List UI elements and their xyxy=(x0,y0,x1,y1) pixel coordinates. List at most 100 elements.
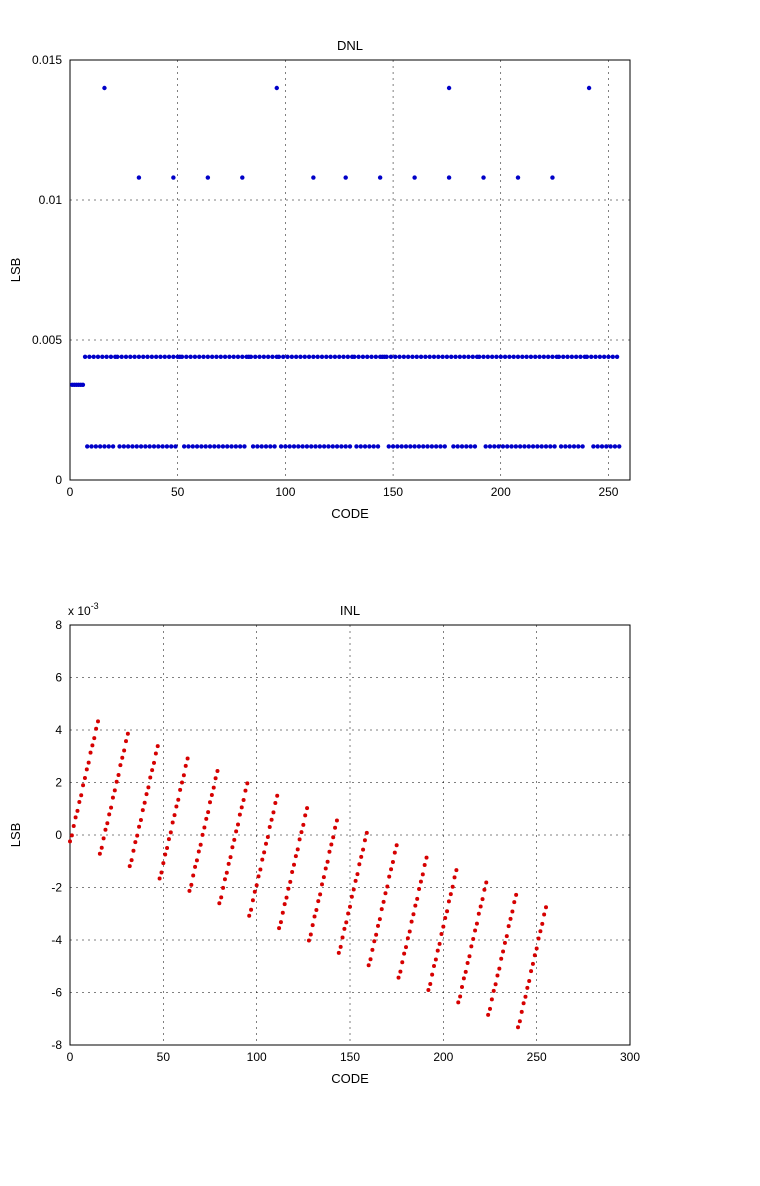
marker xyxy=(98,444,102,448)
marker xyxy=(542,355,546,359)
marker xyxy=(466,961,470,965)
marker xyxy=(385,885,389,889)
marker xyxy=(412,444,416,448)
marker xyxy=(505,444,509,448)
marker xyxy=(195,858,199,862)
marker xyxy=(441,925,445,929)
marker xyxy=(483,444,487,448)
marker xyxy=(445,909,449,913)
marker xyxy=(376,444,380,448)
marker xyxy=(559,444,563,448)
marker xyxy=(387,444,391,448)
marker xyxy=(161,861,165,865)
marker xyxy=(399,444,403,448)
marker xyxy=(378,175,382,179)
marker xyxy=(231,355,235,359)
marker xyxy=(589,355,593,359)
marker xyxy=(243,789,247,793)
marker xyxy=(292,863,296,867)
svg-text:8: 8 xyxy=(55,618,62,632)
marker xyxy=(72,824,76,828)
marker xyxy=(343,175,347,179)
marker xyxy=(187,889,191,893)
marker xyxy=(102,86,106,90)
marker xyxy=(219,355,223,359)
svg-text:100: 100 xyxy=(247,1050,267,1064)
marker xyxy=(301,823,305,827)
marker xyxy=(384,355,388,359)
marker xyxy=(85,767,89,771)
marker xyxy=(100,846,104,850)
marker xyxy=(527,444,531,448)
marker xyxy=(514,893,518,897)
marker xyxy=(268,825,272,829)
marker xyxy=(118,763,122,767)
marker xyxy=(503,941,507,945)
marker xyxy=(208,444,212,448)
marker xyxy=(529,969,533,973)
marker xyxy=(77,800,81,804)
marker xyxy=(425,856,429,860)
marker xyxy=(501,949,505,953)
marker xyxy=(234,829,238,833)
marker xyxy=(240,805,244,809)
marker xyxy=(277,926,281,930)
marker xyxy=(208,800,212,804)
marker xyxy=(432,964,436,968)
marker xyxy=(432,355,436,359)
marker xyxy=(79,793,83,797)
marker xyxy=(163,355,167,359)
marker xyxy=(451,444,455,448)
svg-text:250: 250 xyxy=(598,485,618,499)
marker xyxy=(320,882,324,886)
marker xyxy=(169,444,173,448)
marker xyxy=(150,355,154,359)
marker xyxy=(352,355,356,359)
marker xyxy=(120,756,124,760)
marker xyxy=(389,867,393,871)
svg-text:0: 0 xyxy=(67,1050,74,1064)
marker xyxy=(229,444,233,448)
marker xyxy=(492,444,496,448)
marker xyxy=(182,773,186,777)
marker xyxy=(333,355,337,359)
marker xyxy=(216,444,220,448)
marker xyxy=(462,355,466,359)
marker xyxy=(404,945,408,949)
marker xyxy=(299,830,303,834)
marker xyxy=(283,902,287,906)
marker xyxy=(262,850,266,854)
marker xyxy=(281,911,285,915)
marker xyxy=(212,786,216,790)
marker xyxy=(397,355,401,359)
marker xyxy=(455,444,459,448)
marker xyxy=(535,946,539,950)
marker xyxy=(182,444,186,448)
marker xyxy=(258,868,262,872)
marker xyxy=(600,444,604,448)
svg-text:50: 50 xyxy=(157,1050,171,1064)
marker xyxy=(307,355,311,359)
marker xyxy=(337,355,341,359)
marker xyxy=(359,855,363,859)
marker xyxy=(109,806,113,810)
marker xyxy=(296,847,300,851)
marker xyxy=(473,444,477,448)
marker xyxy=(348,905,352,909)
marker xyxy=(509,444,513,448)
marker xyxy=(426,988,430,992)
marker xyxy=(87,761,91,765)
marker xyxy=(410,920,414,924)
marker xyxy=(371,444,375,448)
marker xyxy=(232,838,236,842)
svg-text:50: 50 xyxy=(171,485,185,499)
marker xyxy=(372,939,376,943)
marker xyxy=(436,355,440,359)
marker xyxy=(206,175,210,179)
marker xyxy=(346,911,350,915)
marker xyxy=(307,938,311,942)
marker xyxy=(421,872,425,876)
marker xyxy=(494,355,498,359)
marker xyxy=(415,355,419,359)
marker xyxy=(542,913,546,917)
